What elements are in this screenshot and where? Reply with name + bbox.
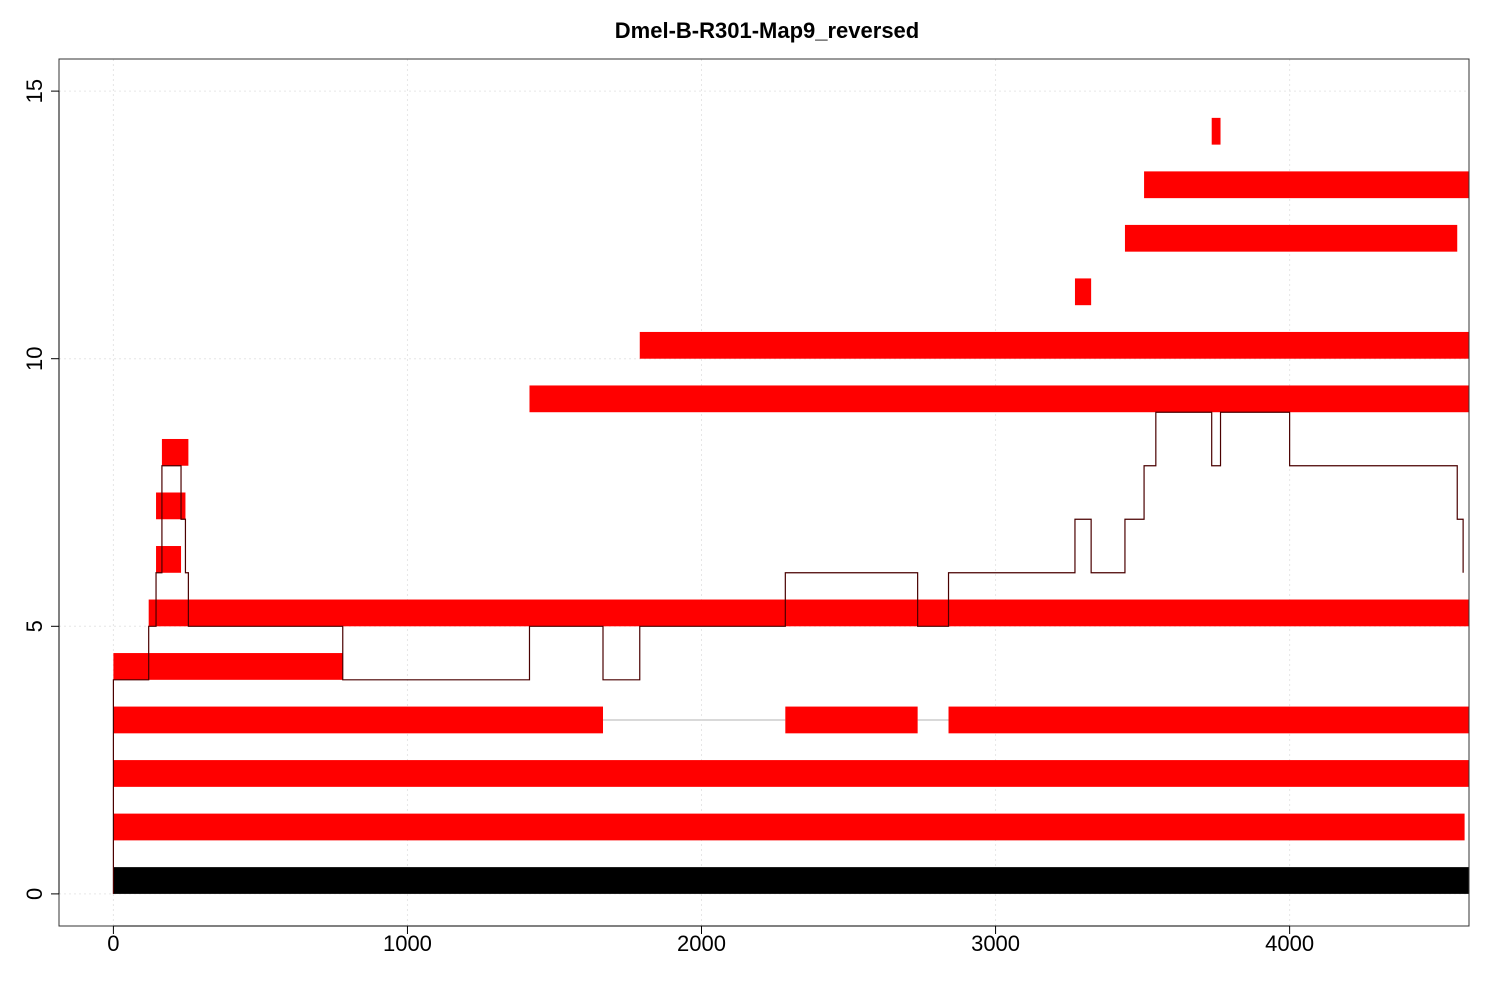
y-tick-label: 15 [22,79,47,103]
segment-bar [785,706,918,734]
segment-bars [113,117,1470,894]
chart-title: Dmel-B-R301-Map9_reversed [615,18,919,43]
segment-bar [1144,171,1469,199]
y-tick-label: 10 [22,346,47,370]
x-tick-label: 1000 [383,931,432,956]
y-tick-label: 5 [22,620,47,632]
y-tick-label: 0 [22,888,47,900]
y-axis: 0 5 10 15 [22,79,60,900]
x-tick-label: 0 [107,931,119,956]
segment-bar [148,599,1470,627]
coverage-line [112,411,1464,894]
segment-bar [1124,224,1458,252]
segment-bar [113,653,343,680]
coverage-line-layer [112,411,1464,894]
segment-bar [529,385,1469,413]
segment-bar [113,760,1470,787]
segment-bar [639,331,1469,359]
reference-bar [113,867,1470,894]
segment-bar [113,706,604,734]
x-axis: 0 1000 2000 3000 4000 [107,925,1314,956]
x-tick-label: 4000 [1265,931,1314,956]
x-tick-label: 2000 [677,931,726,956]
segment-bar [1074,278,1092,306]
x-tick-label: 3000 [971,931,1020,956]
segment-bar [948,706,1469,734]
segment-bar [161,438,189,466]
segment-bar [113,813,1465,841]
segment-bar [1211,117,1221,145]
segment-bar [156,546,182,573]
